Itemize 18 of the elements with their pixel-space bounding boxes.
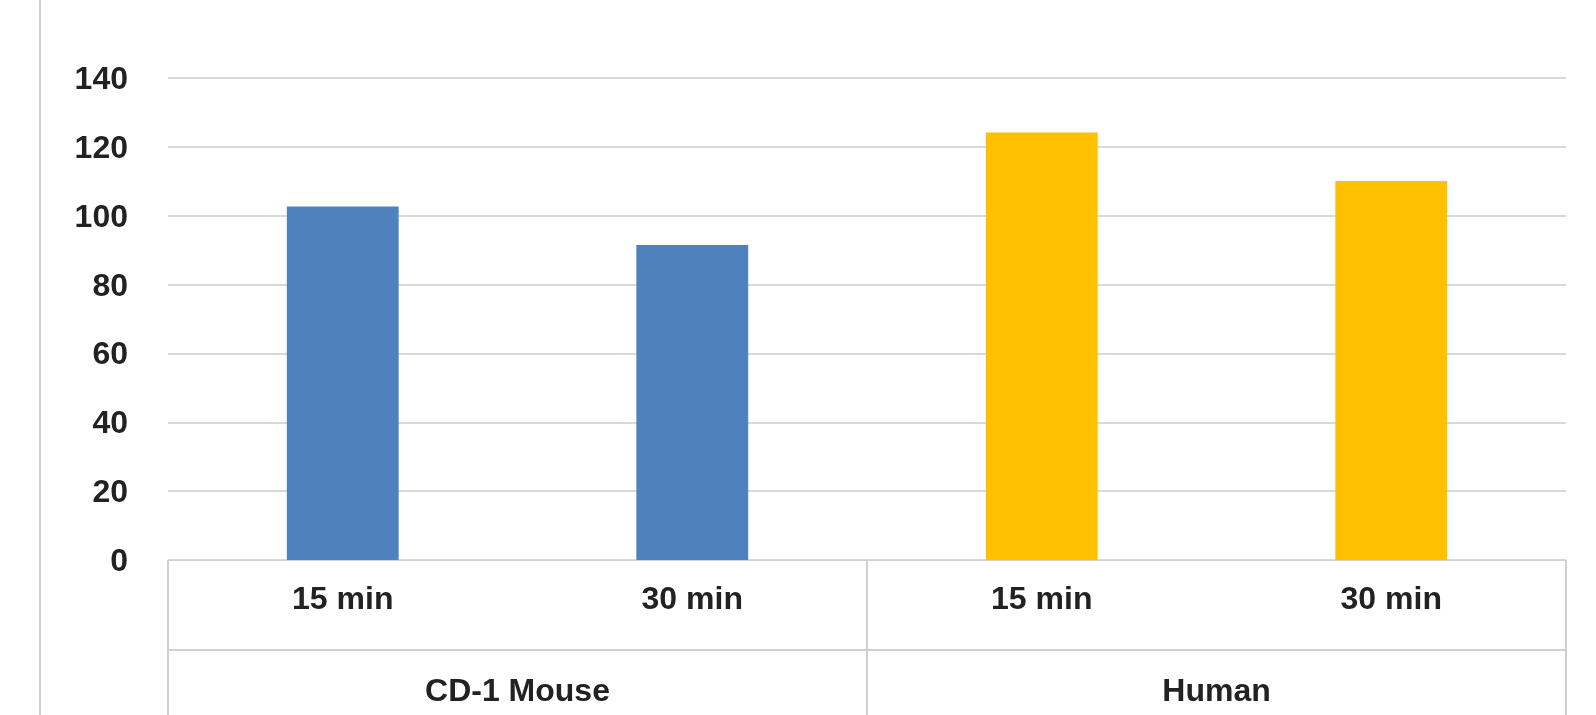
x-tick-label: 30 min — [641, 580, 743, 616]
y-tick-label: 0 — [110, 542, 128, 578]
text: Human — [1162, 672, 1271, 708]
bar — [286, 206, 399, 560]
y-tick-label: 80 — [92, 266, 128, 303]
bar — [636, 244, 749, 560]
bar — [985, 132, 1098, 560]
y-tick-label: 60 — [92, 335, 128, 372]
x-tick-label: 15 min — [991, 580, 1093, 616]
x-tick-label: 30 min — [1340, 580, 1442, 616]
bar — [1335, 180, 1448, 560]
y-tick-label: 100 — [74, 197, 128, 234]
y-tick-label: 140 — [74, 60, 128, 96]
y-tick-label: 120 — [74, 128, 128, 165]
y-tick-label: 20 — [92, 473, 128, 510]
y-tick-label: 40 — [92, 404, 128, 441]
text: CD-1 Mouse — [425, 672, 610, 708]
x-tick-label: 15 min — [292, 580, 394, 616]
